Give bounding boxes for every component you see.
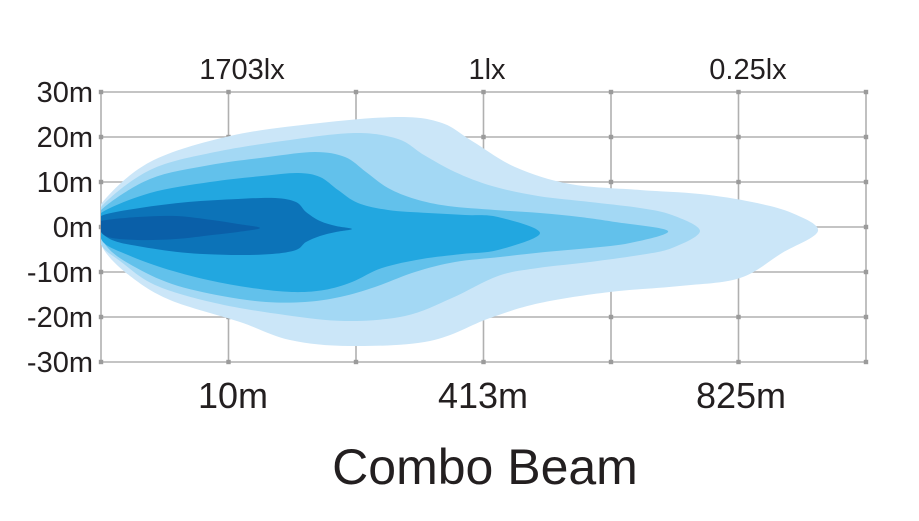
grid-node [98,89,104,95]
grid-node [98,314,104,320]
grid-node [736,89,741,95]
grid-node [736,134,741,140]
grid-node [98,179,104,185]
grid-node [226,359,231,365]
x-axis-label: 825m [696,375,786,416]
y-axis-label: 20m [37,122,93,154]
y-axis-label: 10m [37,167,93,199]
grid-node [863,269,869,275]
y-axis-label: -10m [27,257,93,289]
y-axis-label: 0m [53,212,93,244]
grid-node [98,134,104,140]
grid-node [481,134,486,140]
grid-node [608,359,614,365]
chart-title: Combo Beam [332,439,638,495]
grid-node [863,359,869,365]
grid-node [608,179,614,185]
x-axis-label: 413m [438,375,528,416]
grid-node [608,314,614,320]
y-axis-label: 30m [37,77,93,109]
grid-node [736,314,741,320]
grid-node [863,179,869,185]
grid-node [736,179,741,185]
grid-node [353,89,359,95]
grid-node [481,359,486,365]
contour-hotspot-core [101,215,260,241]
top-lux-label: 0.25lx [709,54,787,86]
grid-node [736,359,741,365]
beam-contours [101,117,819,347]
top-lux-label: 1703lx [199,54,285,86]
y-axis-label: -30m [27,347,93,379]
grid-node [863,224,869,230]
y-axis-label: -20m [27,302,93,334]
grid-node [863,134,869,140]
grid-node [353,359,359,365]
grid-node [863,89,869,95]
x-axis-label: 10m [198,375,268,416]
grid-node [98,269,104,275]
grid-node [608,89,614,95]
grid-node [608,134,614,140]
grid-node [863,314,869,320]
grid-node [226,89,231,95]
grid-node [98,359,104,365]
grid-node [481,89,486,95]
top-lux-label: 1lx [468,54,506,86]
